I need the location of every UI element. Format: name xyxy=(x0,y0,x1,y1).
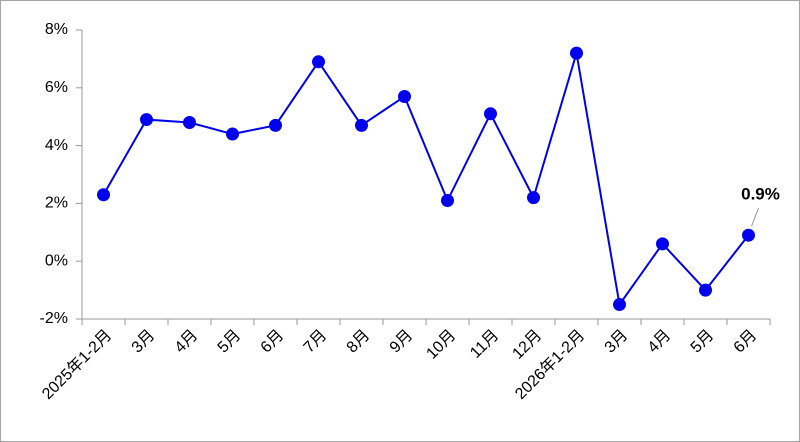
data-point xyxy=(398,89,411,103)
label-leader xyxy=(751,208,759,227)
y-tick-label: -2% xyxy=(40,310,68,327)
data-point xyxy=(97,188,110,202)
y-tick-label: 6% xyxy=(45,79,68,96)
series-line xyxy=(102,52,750,308)
data-point xyxy=(484,107,497,121)
data-point xyxy=(570,46,583,60)
y-tick-label: 4% xyxy=(45,137,68,154)
data-label: 0.9% xyxy=(741,185,780,204)
data-point xyxy=(742,228,755,242)
data-point xyxy=(527,191,540,205)
data-point xyxy=(269,118,282,132)
y-tick-label: 8% xyxy=(45,21,68,38)
y-tick-label: 0% xyxy=(45,252,68,269)
data-point xyxy=(656,237,669,251)
data-point xyxy=(441,194,454,208)
data-point xyxy=(699,283,712,297)
data-point xyxy=(613,298,626,312)
data-point xyxy=(226,127,239,141)
data-point xyxy=(355,118,368,132)
y-tick-label: 2% xyxy=(45,195,68,212)
data-point xyxy=(312,55,325,69)
data-point xyxy=(140,113,153,127)
data-point xyxy=(183,115,196,129)
